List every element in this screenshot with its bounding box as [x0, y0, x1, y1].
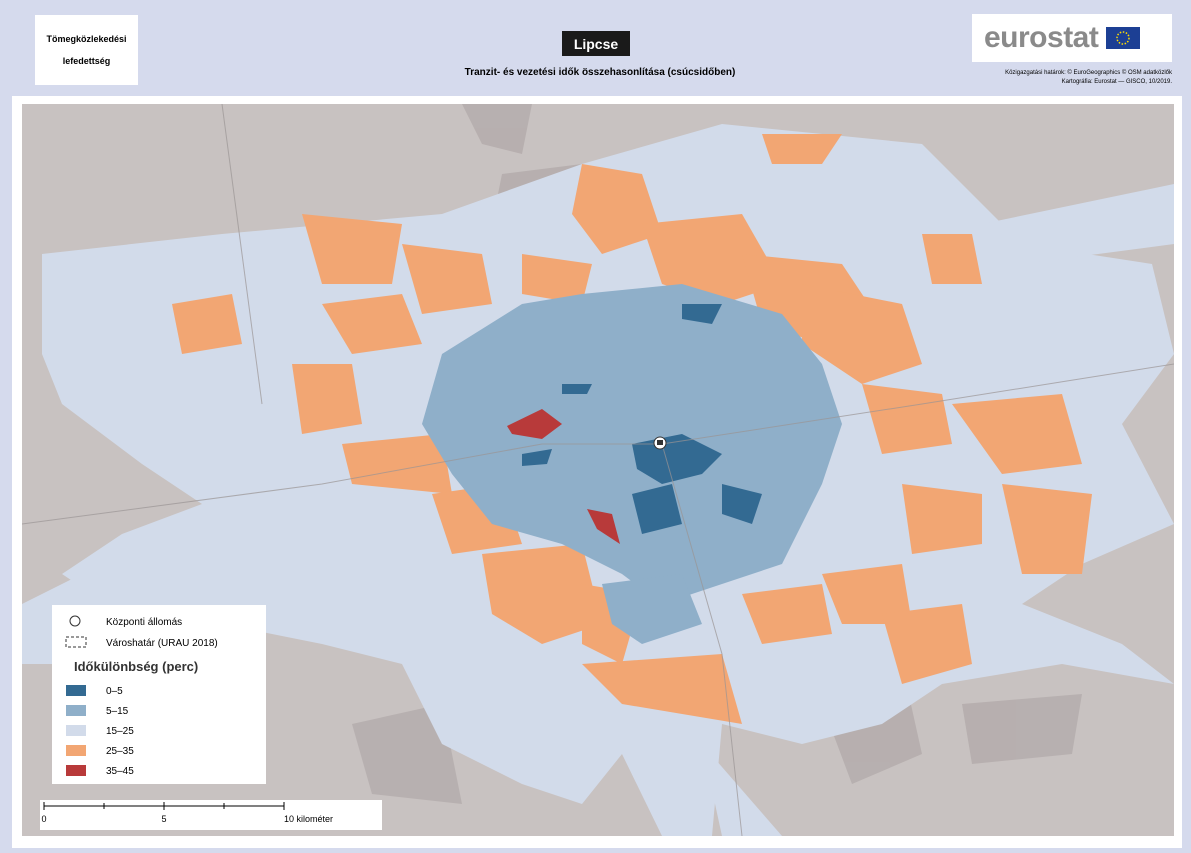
legend-label: 35–45: [106, 766, 134, 777]
legend-swatch: [66, 685, 86, 696]
logo-box: eurostat: [972, 14, 1172, 62]
scale-label: 10 kilométer: [284, 814, 333, 824]
scale-label: 5: [161, 814, 166, 824]
legend-label: 15–25: [106, 726, 134, 737]
legend-swatch: [66, 745, 86, 756]
credits: Közigazgatási határok: © EuroGeographics…: [1005, 69, 1172, 87]
station-symbol: [69, 615, 81, 627]
logo: eurostat: [984, 21, 1099, 54]
legend: Központi állomás Városhatár (URAU 2018) …: [52, 605, 266, 784]
credit: Közigazgatási határok: © EuroGeographics…: [1005, 70, 1172, 76]
scale-bar: 0 5 10 kilométer: [40, 800, 382, 830]
boundary-symbol: [65, 636, 87, 648]
legend-symbol: Városhatár (URAU 2018): [106, 638, 218, 649]
eu-flag: [1106, 27, 1141, 49]
legend-graphics: Központi állomás Városhatár (URAU 2018) …: [65, 615, 218, 777]
legend-symbol: Központi állomás: [106, 617, 182, 628]
title: Lipcse: [562, 31, 630, 56]
legend-swatch: [66, 705, 86, 716]
central-station: [653, 436, 667, 450]
legend-title: Időkülönbség (perc): [74, 659, 198, 674]
topic: Tömegközlekedési lefedettség: [46, 34, 127, 66]
subtitle: Tranzit- és vezetési idők összehasonlítá…: [464, 67, 736, 78]
credit: Kartográfia: Eurostat — GISCO, 10/2019.: [1061, 79, 1172, 85]
scale-label: 0: [41, 814, 46, 824]
legend-label: 25–35: [106, 746, 134, 757]
scale-graphics: 0 5 10 kilométer: [41, 802, 333, 824]
legend-swatch: [66, 765, 86, 776]
legend-label: 0–5: [106, 686, 123, 697]
legend-swatch: [66, 725, 86, 736]
topic-box: Tömegközlekedési lefedettség: [35, 15, 138, 85]
legend-label: 5–15: [106, 706, 129, 717]
